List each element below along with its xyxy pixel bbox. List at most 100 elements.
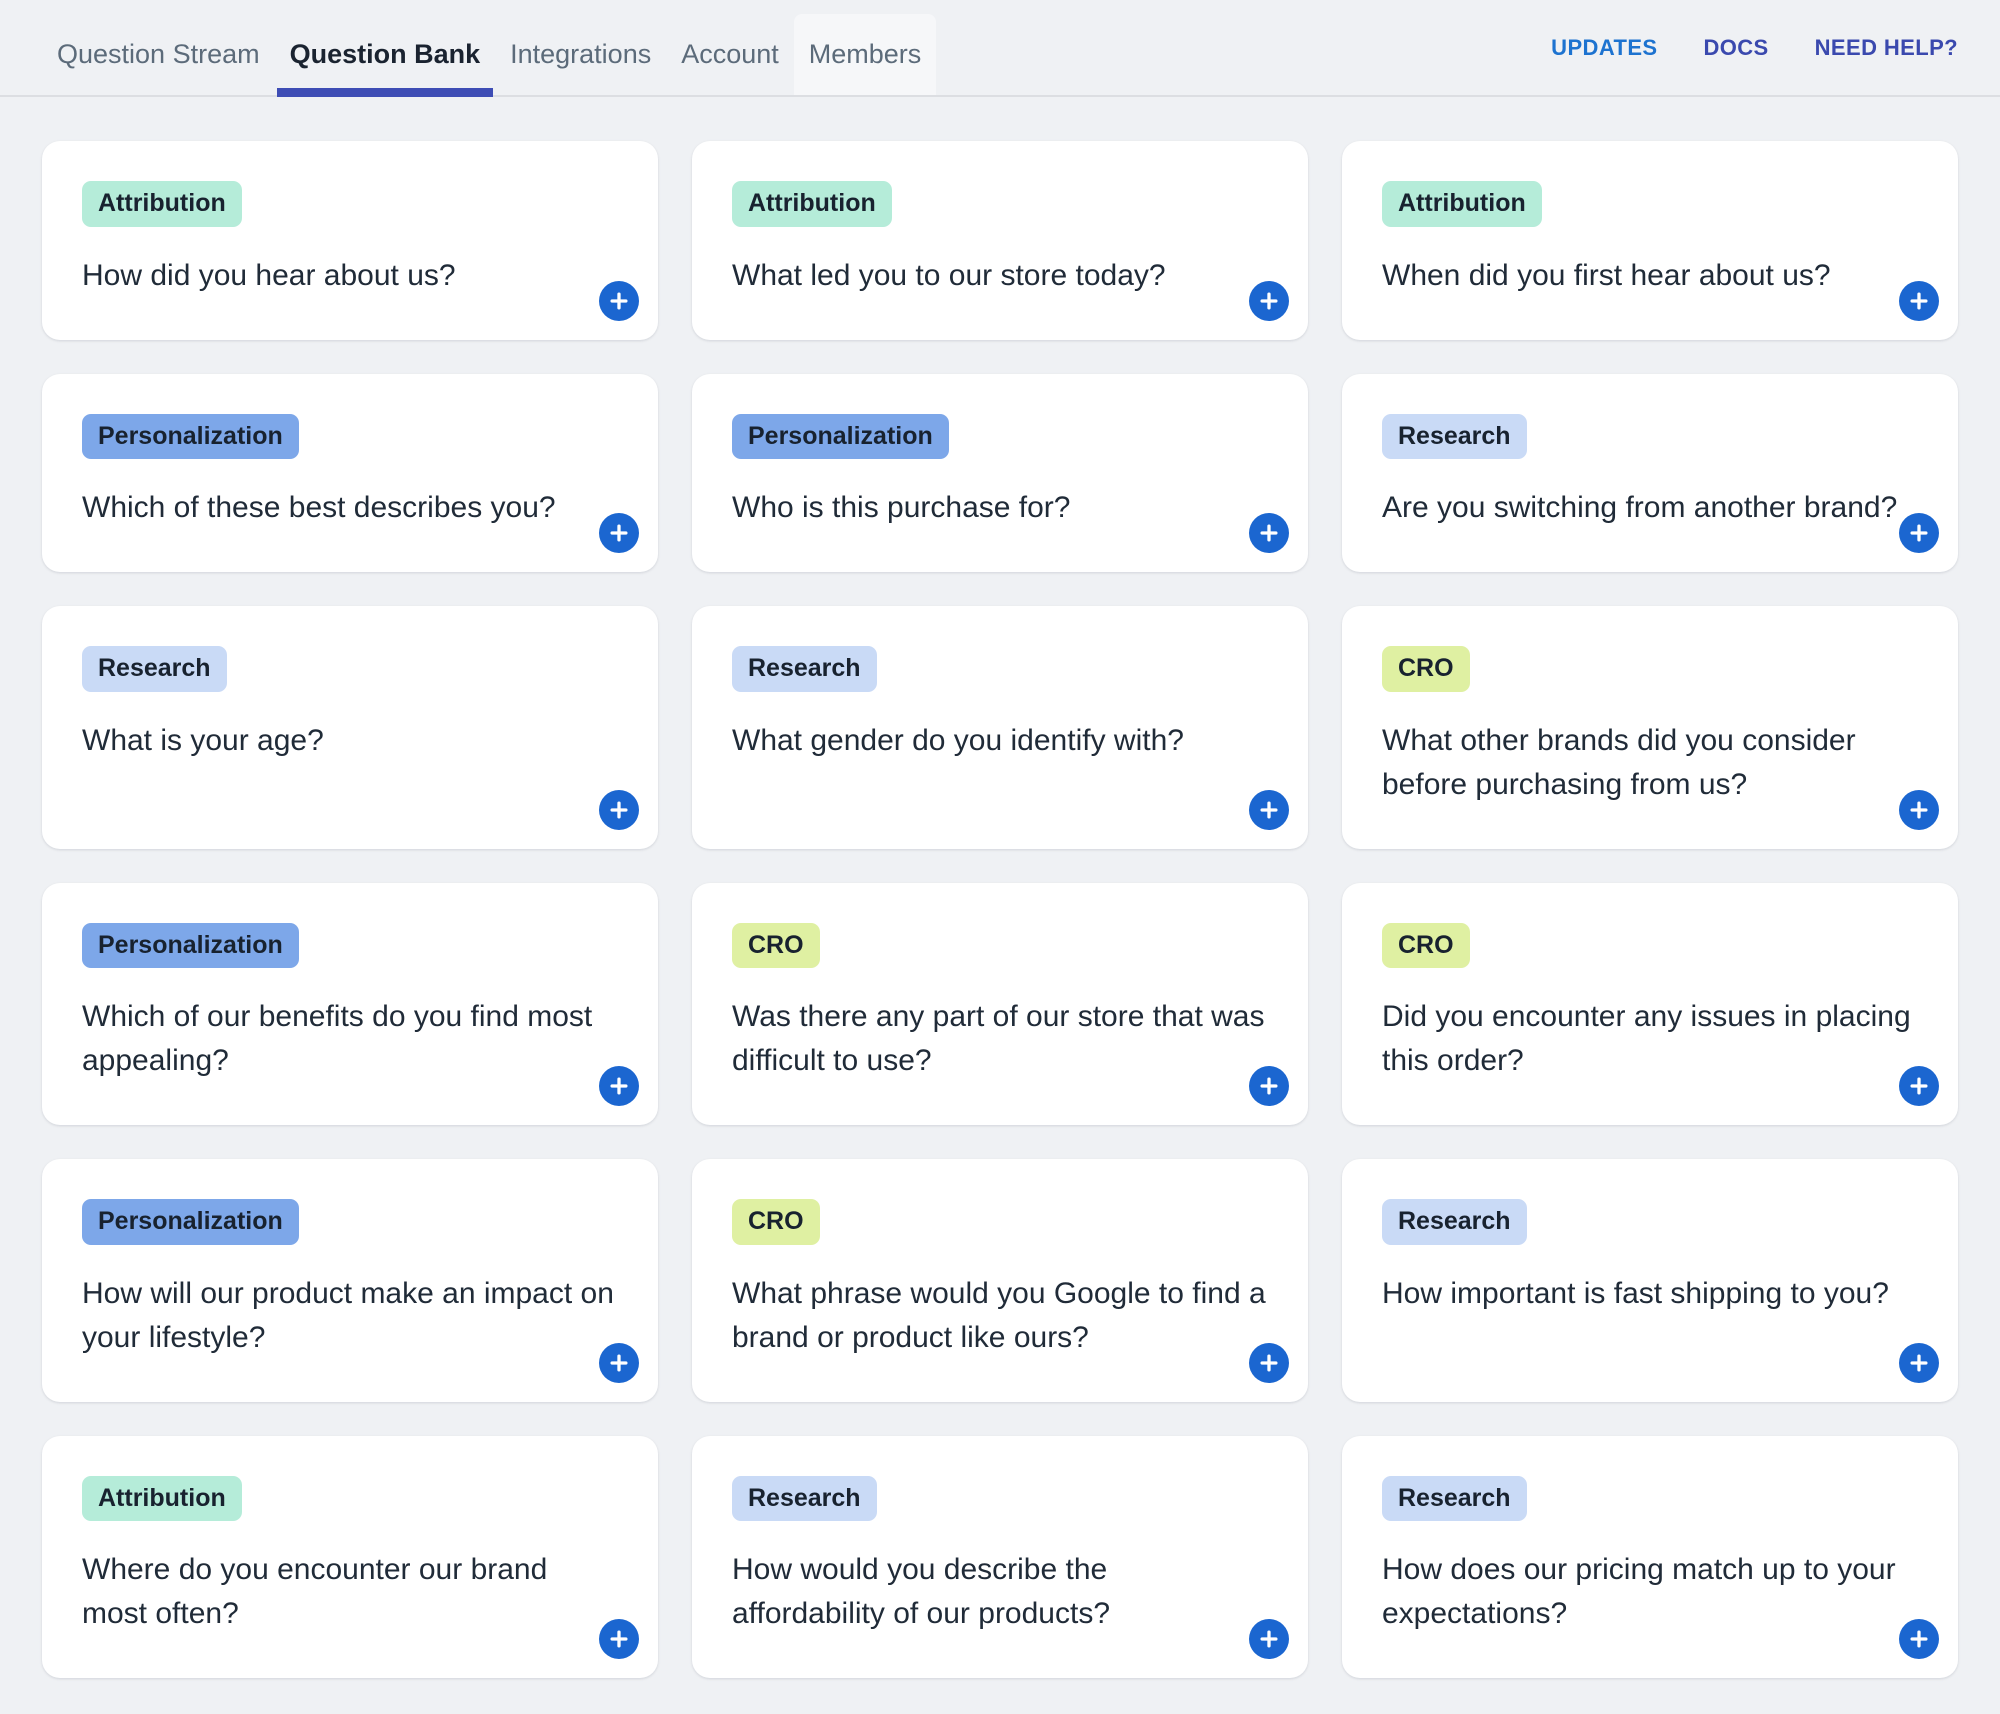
question-card: Personalization Which of these best descr… (42, 373, 658, 572)
plus-icon (1910, 524, 1928, 542)
question-card: CRO Did you encounter any issues in placi… (1342, 882, 1958, 1125)
category-badge: Personalization (732, 413, 949, 459)
plus-icon (610, 524, 628, 542)
question-bank-grid: Attribution How did you hear about us? Att… (0, 97, 2000, 1678)
add-question-button[interactable] (1899, 1066, 1939, 1106)
question-card: CRO What other brands did you consider be… (1342, 606, 1958, 849)
add-question-button[interactable] (1899, 513, 1939, 553)
question-card: Attribution What led you to our store tod… (692, 141, 1308, 340)
add-question-button[interactable] (1249, 1342, 1289, 1383)
add-question-button[interactable] (599, 1342, 639, 1383)
question-card: CRO What phrase would you Google to find … (692, 1159, 1308, 1402)
question-text: Which of our benefits do you find most a… (82, 1000, 593, 1077)
add-question-button[interactable] (599, 1619, 639, 1659)
plus-icon (610, 1353, 628, 1372)
category-badge: CRO (732, 922, 820, 968)
tab-account[interactable]: Account (681, 39, 779, 69)
question-text: Did you encounter any issues in placing … (1382, 1000, 1911, 1077)
plus-icon (1910, 1630, 1928, 1648)
nav-tabs: Question Stream Question Bank Integrations… (42, 0, 937, 97)
question-card: Research How important is fast shipping t… (1342, 1159, 1958, 1402)
nav-link-need-help[interactable]: NEED HELP? (1814, 34, 1958, 60)
question-card: Research How does our pricing match up to… (1342, 1435, 1958, 1678)
add-question-button[interactable] (599, 280, 639, 321)
plus-icon (1260, 524, 1278, 542)
category-badge: CRO (1382, 922, 1470, 968)
plus-icon (1910, 1353, 1928, 1372)
add-question-button[interactable] (1899, 789, 1939, 830)
add-question-button[interactable] (1899, 1619, 1939, 1659)
add-question-button[interactable] (599, 513, 639, 553)
nav-links: UPDATES DOCS NEED HELP? (1551, 0, 1958, 95)
plus-icon (1260, 800, 1278, 819)
question-text: What is your age? (82, 723, 324, 757)
question-text: Are you switching from another brand? (1382, 491, 1898, 524)
category-badge: Personalization (82, 1199, 299, 1245)
category-badge: CRO (732, 1199, 820, 1245)
question-card: Personalization Which of our benefits do … (42, 882, 658, 1125)
category-badge: Research (732, 1475, 877, 1521)
question-card: Research Are you switching from another b… (1342, 373, 1958, 572)
question-text: Which of these best describes you? (82, 491, 556, 524)
add-question-button[interactable] (1249, 1619, 1289, 1659)
add-question-button[interactable] (1249, 1066, 1289, 1106)
add-question-button[interactable] (599, 1066, 639, 1106)
question-card: Research How would you describe the affor… (692, 1435, 1308, 1678)
nav-link-docs[interactable]: DOCS (1703, 34, 1769, 60)
plus-icon (1910, 291, 1928, 310)
question-text: How does our pricing match up to your ex… (1382, 1553, 1896, 1630)
question-text: What gender do you identify with? (732, 723, 1184, 757)
category-badge: Research (82, 646, 227, 692)
question-text: Where do you encounter our brand most of… (82, 1553, 548, 1630)
tab-question-bank[interactable]: Question Bank (275, 14, 496, 97)
question-card: CRO Was there any part of our store that … (692, 882, 1308, 1125)
category-badge: Personalization (82, 413, 299, 459)
plus-icon (1910, 800, 1928, 819)
add-question-button[interactable] (1899, 280, 1939, 321)
tab-members[interactable]: Members (793, 14, 937, 95)
question-text: How did you hear about us? (82, 258, 456, 292)
category-badge: Research (1382, 1199, 1527, 1245)
category-badge: Attribution (1382, 181, 1542, 227)
plus-icon (610, 1630, 628, 1648)
question-card: Research What gender do you identify with… (692, 606, 1308, 849)
category-badge: Attribution (82, 1475, 242, 1521)
plus-icon (1260, 291, 1278, 310)
plus-icon (610, 800, 628, 819)
plus-icon (1260, 1077, 1278, 1095)
add-question-button[interactable] (1249, 280, 1289, 321)
top-nav: Question Stream Question Bank Integrations… (0, 0, 2000, 97)
add-question-button[interactable] (599, 789, 639, 830)
question-text: Who is this purchase for? (732, 491, 1071, 524)
question-card: Personalization Who is this purchase for? (692, 373, 1308, 572)
category-badge: Attribution (82, 181, 242, 227)
category-badge: Research (1382, 1475, 1527, 1521)
plus-icon (1260, 1630, 1278, 1648)
question-text: How would you describe the affordability… (732, 1553, 1111, 1630)
question-text: What led you to our store today? (732, 258, 1166, 292)
tab-integrations[interactable]: Integrations (510, 39, 652, 69)
category-badge: CRO (1382, 646, 1470, 692)
question-card: Research What is your age? (42, 606, 658, 849)
plus-icon (1910, 1077, 1928, 1095)
nav-link-updates[interactable]: UPDATES (1551, 34, 1658, 60)
add-question-button[interactable] (1249, 513, 1289, 553)
question-text: What other brands did you consider befor… (1382, 723, 1856, 801)
plus-icon (1260, 1353, 1278, 1372)
add-question-button[interactable] (1899, 1342, 1939, 1383)
question-text: How will our product make an impact on y… (82, 1276, 614, 1354)
plus-icon (610, 291, 628, 310)
category-badge: Personalization (82, 922, 299, 968)
question-text: How important is fast shipping to you? (1382, 1276, 1889, 1310)
question-text: When did you first hear about us? (1382, 258, 1831, 292)
category-badge: Research (732, 646, 877, 692)
question-card: Personalization How will our product make… (42, 1159, 658, 1402)
add-question-button[interactable] (1249, 789, 1289, 830)
question-text: Was there any part of our store that was… (732, 1000, 1265, 1077)
question-card: Attribution When did you first hear about… (1342, 141, 1958, 340)
question-text: What phrase would you Google to find a b… (732, 1276, 1266, 1354)
category-badge: Research (1382, 413, 1527, 459)
category-badge: Attribution (732, 181, 892, 227)
question-card: Attribution Where do you encounter our br… (42, 1435, 658, 1678)
tab-question-stream[interactable]: Question Stream (57, 39, 260, 69)
